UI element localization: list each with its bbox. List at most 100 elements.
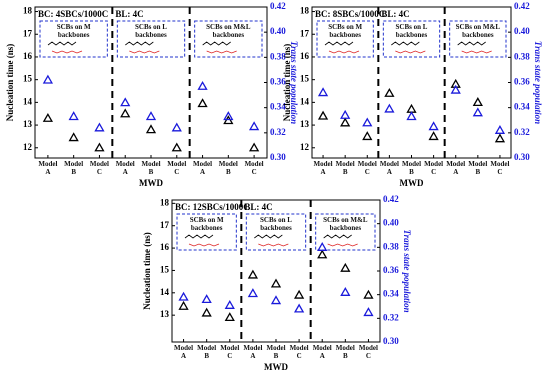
- inset-sketch: [254, 234, 283, 239]
- data-point: [94, 142, 105, 152]
- y2-axis-label: Trans state population: [533, 41, 543, 124]
- data-point: [247, 269, 259, 279]
- inset-sketch: [125, 41, 154, 46]
- x-tick-label: Model C: [167, 160, 187, 176]
- y2-tick-label: 0.42: [270, 1, 286, 11]
- data-point: [340, 286, 351, 296]
- x-tick-label: Model C: [357, 160, 377, 176]
- inset-label: SCBs on M backbones: [328, 23, 363, 39]
- annotation: BL: 4C: [244, 202, 272, 212]
- data-point: [42, 112, 54, 122]
- inset-sketch: [202, 41, 231, 46]
- data-point: [363, 307, 374, 317]
- data-point: [223, 111, 234, 121]
- x-tick-label: Model B: [335, 160, 355, 176]
- inset-box: [315, 213, 376, 251]
- data-point: [384, 103, 395, 113]
- x-tick-label: Model B: [218, 160, 238, 176]
- inset-sketch: [47, 41, 77, 46]
- y-tick-label: 16: [23, 51, 33, 61]
- data-point: [428, 121, 439, 131]
- y2-tick-label: 0.32: [270, 127, 286, 137]
- data-point: [68, 132, 79, 142]
- x-tick-label: Model A: [379, 160, 399, 176]
- y2-tick-label: 0.30: [383, 336, 399, 346]
- y2-tick-label: 0.42: [514, 1, 530, 11]
- data-point: [406, 103, 417, 113]
- x-tick-label: Model A: [193, 160, 213, 176]
- data-point: [317, 249, 328, 259]
- data-point: [317, 242, 328, 251]
- inset-sketch: [129, 50, 160, 54]
- inset-label: SCBs on L backbones: [395, 23, 428, 39]
- x-tick-label: Model C: [220, 344, 240, 360]
- y-axis-label: Nucleation time (ns): [5, 44, 15, 122]
- data-point: [178, 300, 189, 310]
- y2-tick-label: 0.36: [514, 77, 530, 87]
- annotation: BL: 4C: [381, 9, 409, 19]
- inset-sketch: [258, 243, 289, 247]
- data-point: [201, 307, 212, 317]
- inset-sketch: [323, 234, 352, 239]
- inset-box: [382, 20, 441, 58]
- inset-box: [449, 20, 507, 58]
- x-tick-label: Model C: [358, 344, 378, 360]
- inset-sketch: [327, 243, 358, 247]
- data-point: [450, 84, 461, 94]
- inset-label: SCBs on L backbones: [135, 23, 167, 39]
- data-point: [317, 87, 329, 97]
- y2-tick-label: 0.42: [383, 194, 399, 204]
- y2-tick-label: 0.34: [383, 289, 399, 299]
- data-point: [120, 108, 131, 118]
- y2-axis-label: Trans state population: [289, 41, 299, 124]
- y2-tick-label: 0.40: [514, 26, 530, 36]
- inset-box: [39, 20, 108, 58]
- inset-sketch: [395, 50, 426, 54]
- y2-tick-label: 0.38: [270, 51, 286, 61]
- x-tick-label: Model B: [141, 160, 161, 176]
- inset-box: [194, 20, 263, 58]
- data-point: [224, 312, 235, 322]
- inset-sketch: [391, 41, 420, 46]
- data-point: [94, 122, 105, 132]
- y-tick-label: 15: [160, 265, 170, 275]
- inset-box: [116, 20, 186, 58]
- y2-tick-label: 0.38: [514, 51, 530, 61]
- y-tick-label: 17: [300, 28, 310, 38]
- x-tick-label: Model A: [38, 160, 58, 176]
- y2-tick-label: 0.32: [514, 127, 530, 137]
- annotation: BC: 8SBCs/1000C: [315, 9, 385, 19]
- inset-label: SCBs on M backbones: [189, 216, 224, 232]
- data-point: [362, 131, 373, 141]
- data-point: [68, 111, 79, 121]
- data-point: [248, 142, 260, 152]
- data-point: [145, 111, 157, 121]
- data-point: [145, 124, 157, 134]
- y2-tick-label: 0.34: [270, 102, 286, 112]
- data-point: [340, 109, 351, 119]
- annotation: BC: 4SBCs/1000C: [38, 9, 108, 19]
- y2-tick-label: 0.30: [270, 152, 286, 162]
- inset-label: SCBs on L backbones: [260, 216, 292, 232]
- x-tick-label: Model C: [424, 160, 444, 176]
- x-axis-label: MWD: [139, 178, 163, 188]
- data-point: [362, 117, 373, 127]
- x-tick-label: Model C: [89, 160, 109, 176]
- inset-label: SCBs on M backbones: [56, 23, 91, 39]
- data-point: [363, 289, 374, 299]
- data-point: [247, 288, 259, 298]
- y-tick-label: 13: [23, 119, 33, 129]
- data-point: [494, 125, 506, 134]
- data-point: [472, 97, 483, 107]
- inset-box: [176, 213, 237, 251]
- data-point: [428, 131, 439, 141]
- inset-label: SCBs on M&L backbones: [323, 216, 368, 232]
- data-point: [197, 98, 208, 108]
- inset-sketch: [188, 243, 220, 247]
- inset-box: [245, 213, 307, 251]
- y-tick-label: 14: [23, 96, 33, 106]
- data-point: [201, 294, 212, 304]
- x-tick-label: Model B: [64, 160, 84, 176]
- data-point: [340, 262, 351, 272]
